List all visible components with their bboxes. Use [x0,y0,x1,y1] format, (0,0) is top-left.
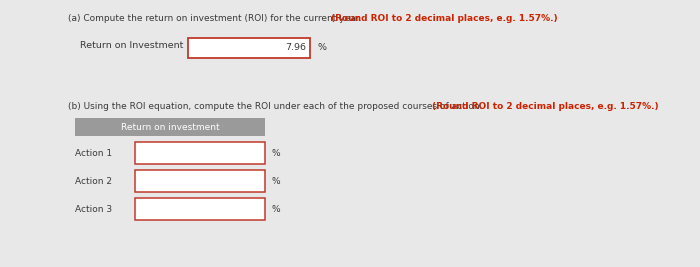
Text: Action 1: Action 1 [75,148,112,158]
Text: Return on investment: Return on investment [120,123,219,132]
Text: Return on Investment: Return on Investment [80,41,183,50]
Text: Action 2: Action 2 [75,176,112,186]
FancyBboxPatch shape [135,198,265,220]
FancyBboxPatch shape [135,142,265,164]
Text: Action 3: Action 3 [75,205,112,214]
FancyBboxPatch shape [135,170,265,192]
Text: 7.96: 7.96 [285,44,306,53]
Text: (Round ROI to 2 decimal places, e.g. 1.57%.): (Round ROI to 2 decimal places, e.g. 1.5… [331,14,558,23]
Text: %: % [272,176,281,186]
Text: (Round ROI to 2 decimal places, e.g. 1.57%.): (Round ROI to 2 decimal places, e.g. 1.5… [433,102,659,111]
Text: %: % [272,148,281,158]
Text: (b) Using the ROI equation, compute the ROI under each of the proposed courses o: (b) Using the ROI equation, compute the … [68,102,485,111]
FancyBboxPatch shape [75,118,265,136]
FancyBboxPatch shape [188,38,310,58]
Text: (a) Compute the return on investment (ROI) for the current year.: (a) Compute the return on investment (RO… [68,14,365,23]
Text: %: % [272,205,281,214]
Text: %: % [317,44,326,53]
